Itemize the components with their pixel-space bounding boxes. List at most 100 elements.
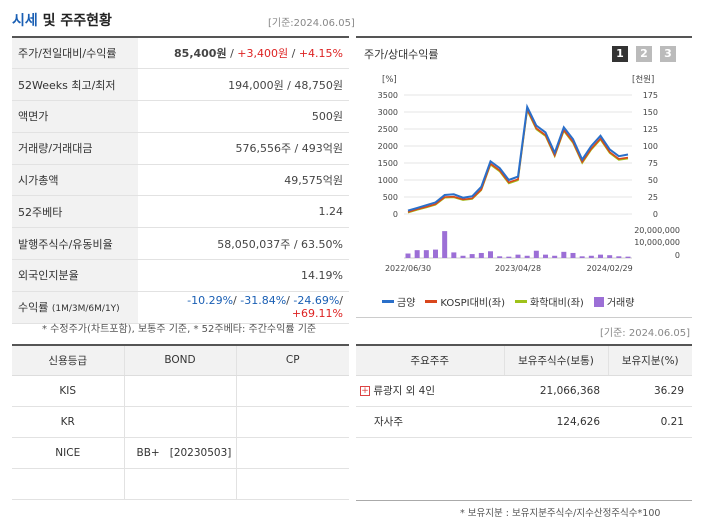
- row-label: 주가/전일대비/수익률: [12, 36, 138, 70]
- volume-bar: [524, 255, 530, 258]
- separator: /: [288, 47, 299, 61]
- bond-rating: [124, 375, 237, 407]
- x-tick-label: 2024/02/29: [587, 264, 633, 273]
- agency-name: KIS: [12, 375, 125, 407]
- current-price: 85,400원: [174, 47, 227, 61]
- chart-title: 주가/상대수익률: [364, 48, 439, 61]
- holder-name-cell: + 류광지 외 4인: [356, 375, 504, 407]
- row-label: 수익률 (1M/3M/6M/1Y): [12, 291, 138, 324]
- row-value: 49,575억원: [138, 164, 349, 197]
- series-line-kospi: [407, 106, 629, 213]
- volume-bar: [533, 250, 539, 258]
- legend-swatch-icon: [425, 300, 438, 303]
- chart-tab-2[interactable]: 2: [636, 46, 652, 62]
- row-label: 52Weeks 최고/최저: [12, 68, 138, 102]
- holders-note: * 보유지분 : 보유지분주식수/지수산정주식수*100: [460, 508, 661, 519]
- column-header: 보유지분(%): [608, 344, 692, 376]
- y-left-tick-label: 3500: [378, 91, 398, 100]
- table-row: + 류광지 외 4인 21,066,368 36.29: [356, 375, 692, 407]
- return-1m: -10.29%: [187, 294, 234, 308]
- legend-item[interactable]: 금양: [382, 294, 415, 309]
- holder-shares: 21,066,368: [504, 375, 608, 407]
- chart-panel: 주가/상대수익률 1 2 3 [%] [천원] 0 0 500 25 1000 50 150…: [356, 36, 692, 318]
- table-row: 액면가 500원: [12, 100, 349, 133]
- y-left-tick-label: 2500: [378, 125, 398, 134]
- holder-percent: 0.21: [608, 406, 692, 438]
- chart-reference-date: [기준: 2024.06.05]: [600, 328, 691, 339]
- table-header-row: 신용등급 BOND CP: [12, 344, 349, 376]
- y-left-tick-label: 3000: [378, 108, 398, 117]
- volume-bar: [515, 254, 521, 258]
- volume-bar: [478, 252, 484, 258]
- bond-rating: [124, 406, 237, 438]
- table-row: KIS: [12, 375, 349, 407]
- row-value: 194,000원 / 48,750원: [138, 68, 349, 102]
- column-header: CP: [236, 344, 349, 376]
- volume-bar: [469, 254, 475, 258]
- volume-bar: [451, 252, 457, 258]
- legend-label: KOSPI대비(좌): [440, 298, 506, 309]
- table-row: [12, 468, 349, 500]
- holder-name[interactable]: 류광지 외 4인: [373, 385, 435, 397]
- legend-label: 화학대비(좌): [530, 298, 584, 309]
- y-right-tick-label: 100: [643, 142, 658, 151]
- legend-label: 거래량: [606, 298, 635, 309]
- legend-swatch-icon: [593, 296, 604, 307]
- x-tick-label: 2022/06/30: [385, 264, 431, 273]
- volume-tick-label: 10,000,000: [634, 238, 680, 247]
- volume-bar: [506, 256, 512, 258]
- volume-bar: [543, 254, 548, 258]
- price-change: +3,400원: [237, 47, 289, 61]
- volume-bar: [414, 250, 420, 258]
- left-axis-unit: [%]: [382, 75, 397, 85]
- legend-item[interactable]: 화학대비(좌): [515, 294, 584, 309]
- y-left-tick-label: 1000: [378, 176, 398, 185]
- row-label: 시가총액: [12, 164, 138, 197]
- table-row: 시가총액 49,575억원: [12, 164, 349, 197]
- quote-table: 주가/전일대비/수익률 85,400원 / +3,400원 / +4.15% 5…: [12, 36, 349, 324]
- chart-tab-3[interactable]: 3: [660, 46, 676, 62]
- cp-rating: [236, 468, 349, 500]
- volume-bar: [405, 253, 411, 258]
- volume-bar: [442, 231, 448, 258]
- legend-swatch-icon: [515, 300, 528, 303]
- holders-divider: [356, 500, 692, 501]
- cp-rating: [236, 406, 349, 438]
- volume-tick-label: 20,000,000: [634, 226, 680, 235]
- volume-tick-label: 0: [675, 251, 680, 260]
- bond-rating: BB+ [20230503]: [124, 437, 237, 469]
- y-right-tick-label: 150: [643, 108, 658, 117]
- row-value: 576,556주 / 493억원: [138, 132, 349, 165]
- table-row: 주가/전일대비/수익률 85,400원 / +3,400원 / +4.15%: [12, 36, 349, 70]
- returns-label: 수익률: [18, 301, 49, 315]
- row-value: 500원: [138, 100, 349, 133]
- x-tick-label: 2023/04/28: [495, 264, 541, 273]
- chart-tab-1[interactable]: 1: [612, 46, 628, 62]
- volume-bar: [433, 249, 438, 258]
- agency-name: NICE: [12, 437, 125, 469]
- y-right-tick-label: 0: [653, 210, 658, 219]
- volume-bar: [607, 255, 613, 258]
- price-value: 85,400원 / +3,400원 / +4.15%: [138, 36, 349, 70]
- holder-shares: 124,626: [504, 406, 608, 438]
- right-axis-unit: [천원]: [632, 74, 654, 85]
- row-label: 거래량/거래대금: [12, 132, 138, 165]
- separator: /: [226, 47, 238, 61]
- table-row: KR: [12, 406, 349, 438]
- quote-note: * 수정주가(차트포함), 보통주 기준, * 52주베타: 주간수익률 기준: [42, 324, 317, 335]
- legend-item[interactable]: KOSPI대비(좌): [425, 294, 505, 309]
- volume-bar: [625, 256, 631, 258]
- legend-label: 금양: [397, 298, 416, 309]
- y-left-tick-label: 0: [393, 210, 398, 219]
- volume-bar: [598, 254, 603, 258]
- y-left-tick-label: 500: [383, 193, 398, 202]
- legend-item[interactable]: 거래량: [593, 294, 635, 309]
- agency-name: KR: [12, 406, 125, 438]
- volume-bar: [570, 252, 576, 258]
- volume-bar: [561, 251, 567, 258]
- expand-icon[interactable]: +: [360, 386, 370, 396]
- title-rest: 및 주주현황: [42, 13, 112, 29]
- volume-bar: [616, 256, 622, 258]
- table-row: NICE BB+ [20230503]: [12, 437, 349, 469]
